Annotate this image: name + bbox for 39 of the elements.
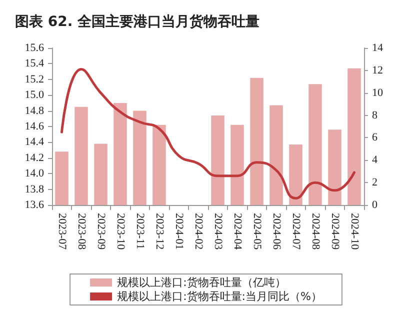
- x-tick-label: 2024-09: [328, 213, 341, 250]
- chart-title: 图表 62. 全国主要港口当月货物吞吐量: [15, 13, 260, 30]
- y-tick-label: 15.4: [24, 58, 44, 70]
- x-tick-label: 2024-01: [172, 213, 185, 250]
- y2-tick-label: 4: [372, 154, 378, 166]
- x-tick-label: 2024-10: [348, 213, 360, 250]
- y2-tick-label: 6: [372, 132, 378, 144]
- x-tick-label: 2023-11: [134, 213, 146, 250]
- y-tick-label: 14.6: [24, 120, 44, 132]
- y2-tick-label: 14: [372, 42, 384, 54]
- y2-tick-label: 12: [372, 64, 383, 76]
- x-tick-label: 2024-08: [309, 213, 322, 250]
- y2-tick-label: 8: [372, 109, 378, 122]
- x-tick-label: 2023-12: [153, 213, 166, 250]
- y-tick-label: 13.6: [24, 199, 44, 211]
- y-tick-label: 15.6: [24, 42, 44, 54]
- y2-tick-label: 0: [372, 199, 378, 211]
- x-tick-label: 2024-03: [212, 213, 224, 250]
- y-tick-label: 14.4: [24, 136, 44, 148]
- y-tick-label: 14.0: [24, 168, 44, 180]
- x-tick-label: 2024-05: [250, 213, 263, 250]
- x-tick-label: 2024-07: [290, 213, 302, 250]
- y-tick-label: 15.2: [24, 73, 44, 86]
- x-tick-label: 2023-07: [56, 213, 68, 250]
- x-tick-label: 2023-10: [114, 213, 126, 250]
- y-tick-label: 15.0: [24, 89, 44, 102]
- y-tick-label: 13.8: [24, 183, 44, 196]
- y-tick-label: 14.8: [24, 104, 44, 117]
- x-tick-label: 2023-09: [94, 213, 107, 250]
- y-tick-label: 14.2: [24, 152, 44, 164]
- legend-label: 规模以上港口:货物吞吐量:当月同比（%）: [117, 290, 322, 303]
- x-tick-label: 2024-06: [270, 213, 282, 250]
- y2-tick-label: 10: [372, 86, 384, 99]
- line-series: [60, 68, 356, 200]
- x-tick-label: 2024-04: [231, 213, 244, 250]
- y2-tick-label: 2: [372, 176, 378, 189]
- legend-label: 规模以上港口:货物吞吐量（亿吨）: [117, 276, 286, 289]
- x-tick-label: 2024-02: [192, 213, 204, 250]
- x-tick-label: 2023-08: [75, 213, 88, 250]
